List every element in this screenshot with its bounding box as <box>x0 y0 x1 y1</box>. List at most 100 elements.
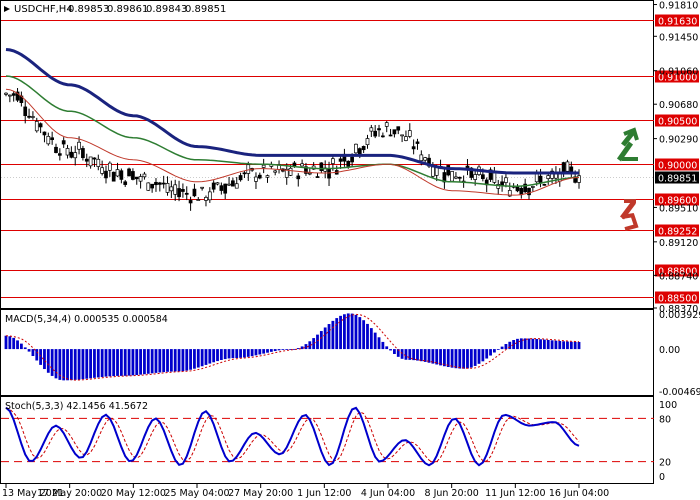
x-tick-label: 11 Jun 12:00 <box>485 488 545 499</box>
candle-body <box>431 166 435 177</box>
candle-body <box>419 154 424 161</box>
macd-bar <box>4 335 8 350</box>
candle-body <box>261 164 266 168</box>
macd-bar <box>523 338 527 350</box>
candle-body <box>396 126 401 131</box>
level-label: 0.89600 <box>658 196 697 207</box>
candle-body <box>177 188 181 198</box>
macd-tick-label: 0.003929 <box>659 310 700 321</box>
macd-bar <box>393 349 396 354</box>
macd-bar <box>23 347 27 350</box>
candle-body <box>354 143 358 154</box>
macd-bar <box>500 346 504 350</box>
candle-body <box>246 164 251 174</box>
candle-body <box>142 173 147 178</box>
macd-bar <box>219 349 223 360</box>
x-tick-label: 4 Jun 04:00 <box>361 488 415 499</box>
main-panel-frame <box>0 0 654 309</box>
macd-bar <box>535 338 539 350</box>
level-label: 0.91000 <box>658 73 697 84</box>
candle-body <box>315 176 320 178</box>
macd-tick-label: -0.004692 <box>659 387 700 398</box>
macd-bar <box>577 341 581 350</box>
ohlc-low: 0.89843 <box>146 4 187 15</box>
header: USDCHF,H4 0.89853 0.89861 0.89843 0.8985… <box>4 4 226 15</box>
macd-bar <box>269 349 273 352</box>
macd-bar <box>89 349 93 379</box>
stochastic-indicator: 100 80 20 0 <box>1 400 677 483</box>
macd-bar <box>127 349 131 376</box>
macd-bar <box>316 334 319 350</box>
macd-bar <box>216 349 219 362</box>
macd-bar <box>246 349 250 357</box>
macd-tick-label: 0.00 <box>659 345 680 356</box>
macd-bar <box>189 349 192 370</box>
macd-bar <box>50 349 54 376</box>
macd-bar <box>104 349 108 377</box>
macd-bar <box>81 349 85 380</box>
macd-bar <box>358 317 362 350</box>
macd-bar <box>46 349 50 373</box>
ohlc-close: 0.89851 <box>185 4 226 15</box>
level-label: 0.88500 <box>658 294 697 305</box>
macd-title: MACD(5,34,4) 0.000535 0.000584 <box>5 314 168 325</box>
candle-body <box>442 172 447 183</box>
macd-bar <box>423 349 427 362</box>
candle-body <box>373 130 378 137</box>
macd-bar <box>93 349 96 378</box>
macd-bar <box>254 349 258 356</box>
candle-body <box>404 136 408 141</box>
candle-body <box>107 162 112 171</box>
current-price-label: 0.89851 <box>658 174 697 185</box>
candle-body <box>546 175 551 179</box>
y-tick-label: 0.91060 <box>659 67 698 78</box>
macd-bar <box>416 349 419 361</box>
macd-bar <box>354 314 358 350</box>
candle-body <box>127 168 131 177</box>
macd-bar <box>262 349 266 354</box>
candle-body <box>115 169 120 177</box>
level-label: 0.90000 <box>658 161 697 172</box>
macd-bar <box>200 349 204 367</box>
macd-bar <box>146 349 150 374</box>
level-label: 0.88800 <box>658 267 697 278</box>
candle-body <box>392 129 397 135</box>
macd-bar <box>519 338 523 350</box>
macd-bar <box>116 349 119 376</box>
macd-bar <box>181 349 185 372</box>
macd-bar <box>400 349 404 359</box>
candle-body <box>38 123 43 128</box>
macd-bar <box>339 315 342 350</box>
macd-bar <box>504 344 508 350</box>
candle-body <box>473 174 478 180</box>
x-tick-label: 27 May 20:00 <box>228 488 293 499</box>
candle-body <box>538 175 543 184</box>
macd-bar <box>204 349 208 365</box>
level-label-bg <box>655 158 699 171</box>
x-tick-label: 1 Jun 12:00 <box>297 488 351 499</box>
candle-body <box>504 177 508 183</box>
macd-bar <box>496 349 500 350</box>
macd-bar <box>458 349 462 369</box>
macd-bar <box>419 349 423 362</box>
candle-body <box>154 181 158 186</box>
macd-bar <box>385 346 389 350</box>
macd-bar <box>489 349 492 356</box>
moving-average-line <box>5 75 580 187</box>
candle-body <box>565 161 570 172</box>
candle-body <box>77 141 81 150</box>
macd-bar <box>312 338 316 350</box>
macd-bar <box>427 349 431 363</box>
candle-body <box>288 167 293 176</box>
macd-bar <box>454 349 458 369</box>
candle-body <box>173 184 178 195</box>
macd-bar <box>508 341 512 350</box>
macd-bar <box>300 346 304 350</box>
candle-body <box>104 170 108 179</box>
candle-body <box>450 171 454 182</box>
macd-bar <box>542 339 546 350</box>
macd-bar <box>389 349 392 351</box>
macd-bar <box>69 349 73 381</box>
candle-body <box>200 186 204 189</box>
